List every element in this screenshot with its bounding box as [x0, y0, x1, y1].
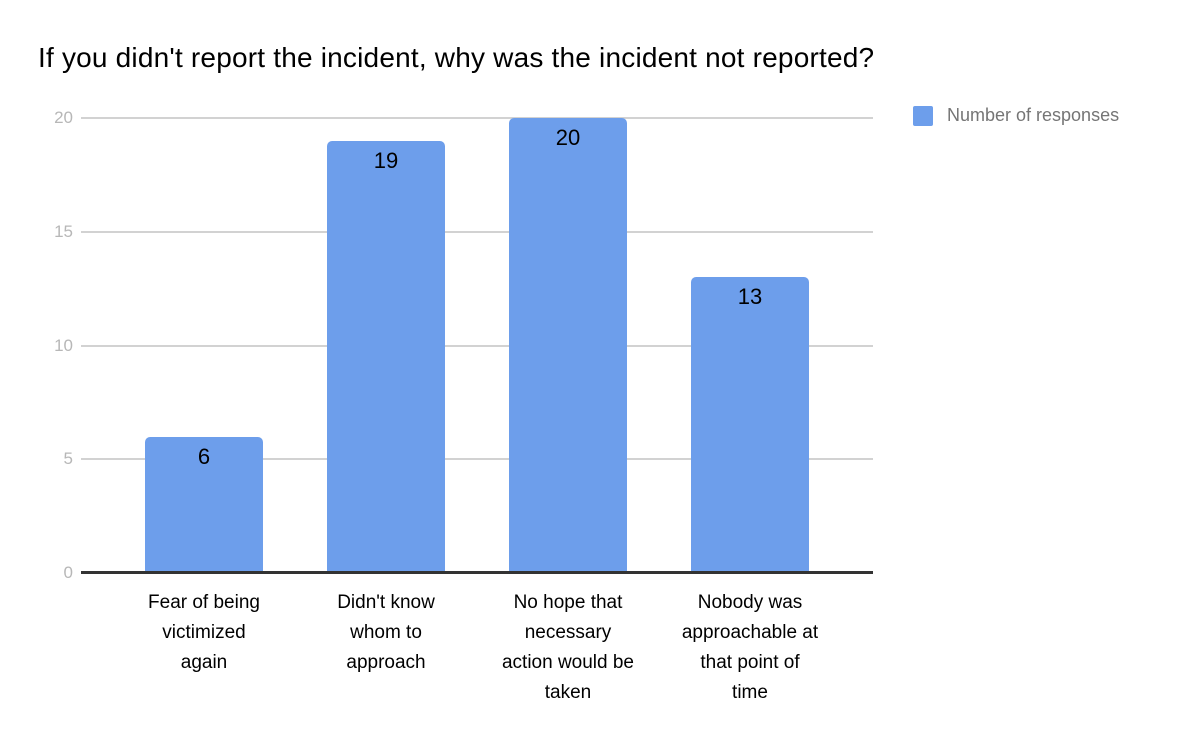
x-label-cell-1: Didn't know whom to approach: [295, 588, 477, 708]
chart-title: If you didn't report the incident, why w…: [38, 42, 875, 73]
y-tick-label-5: 5: [63, 449, 73, 469]
bar-0[interactable]: 6: [145, 436, 263, 573]
y-axis-ticks: 0 5 10 15 20: [0, 108, 73, 582]
x-label-cell-3: Nobody was approachable at that point of…: [659, 588, 841, 708]
y-tick-label-10: 10: [54, 335, 73, 355]
bar-value-label-1: 19: [373, 147, 399, 173]
plot-area: 6 19 20 13: [81, 117, 873, 574]
bar-2[interactable]: 20: [509, 118, 627, 573]
x-label-cell-2: No hope that necessary action would be t…: [477, 588, 659, 708]
bars-row: 6 19 20 13: [81, 118, 873, 573]
legend: Number of responses: [913, 105, 1119, 126]
legend-label: Number of responses: [947, 105, 1120, 125]
bar-group-3: 13: [659, 118, 841, 573]
bar-value-label-0: 6: [197, 443, 211, 469]
x-label-cell-0: Fear of being victimized again: [113, 588, 295, 708]
x-category-label-1: Didn't know whom to approach: [337, 592, 435, 673]
bar-group-2: 20: [477, 118, 659, 573]
x-category-label-0: Fear of being victimized again: [148, 592, 260, 673]
gridline-y-15: [81, 230, 873, 233]
bar-value-label-2: 20: [555, 125, 581, 150]
y-tick-label-0: 0: [63, 563, 73, 582]
bar-1[interactable]: 19: [327, 140, 445, 573]
legend-swatch-icon: [913, 105, 933, 126]
gridline-y-5: [81, 458, 873, 461]
x-category-label-2: No hope that necessary action would be t…: [501, 592, 635, 703]
y-tick-label-20: 20: [54, 108, 73, 127]
y-tick-label-15: 15: [54, 221, 73, 241]
bar-group-0: 6: [113, 118, 295, 573]
bar-value-label-3: 13: [737, 284, 763, 310]
x-axis-labels: Fear of being victimized again Didn't kno…: [81, 588, 873, 708]
gridline-y-20: [81, 117, 873, 119]
gridline-y-10: [81, 344, 873, 347]
bar-3[interactable]: 13: [691, 277, 809, 573]
x-axis-baseline: [81, 571, 873, 574]
bar-group-1: 19: [295, 118, 477, 573]
x-category-label-3: Nobody was approachable at that point of…: [681, 592, 819, 703]
